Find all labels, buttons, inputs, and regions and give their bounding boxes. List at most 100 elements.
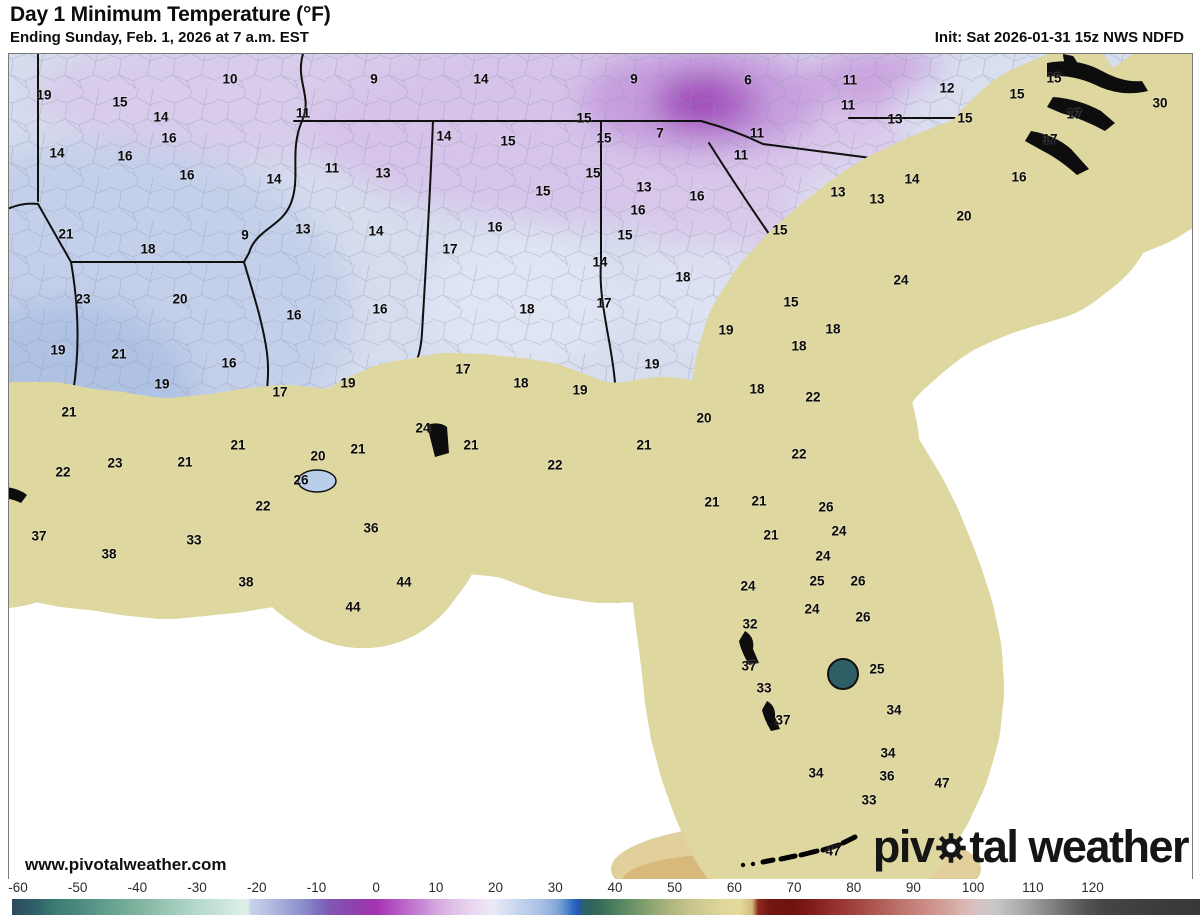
- temp-label: 30: [1152, 95, 1168, 111]
- temp-label: 19: [644, 356, 660, 372]
- temp-label: 19: [340, 375, 356, 391]
- temp-label: 18: [749, 381, 765, 397]
- temp-label: 24: [804, 601, 820, 617]
- temp-label: 13: [295, 221, 311, 237]
- page-title: Day 1 Minimum Temperature (°F): [10, 3, 331, 26]
- temp-label: 10: [222, 71, 238, 87]
- temp-label: 26: [855, 609, 871, 625]
- temp-label: 21: [350, 441, 366, 457]
- temp-label: 22: [255, 498, 271, 514]
- temp-label: 18: [791, 338, 807, 354]
- temp-label: 34: [886, 702, 902, 718]
- temp-label: 17: [455, 361, 471, 377]
- temp-label: 47: [934, 775, 950, 791]
- temp-label: 21: [230, 437, 246, 453]
- temp-label: 11: [733, 147, 749, 163]
- temp-label: 17: [596, 295, 612, 311]
- colorbar-tick: 100: [961, 880, 985, 895]
- colorbar-tick: -30: [187, 880, 207, 895]
- map-artwork: [9, 54, 1192, 879]
- temp-label: 16: [286, 307, 302, 323]
- temp-label: 36: [363, 520, 379, 536]
- temp-label: 38: [101, 546, 117, 562]
- logo-text-post: tal weather: [969, 821, 1189, 872]
- temp-label: 19: [154, 376, 170, 392]
- temp-label: 14: [473, 71, 489, 87]
- temp-label: 21: [177, 454, 193, 470]
- temp-label: 14: [49, 145, 65, 161]
- temp-label: 21: [61, 404, 77, 420]
- temp-label: 16: [487, 219, 503, 235]
- temp-label: 19: [36, 87, 52, 103]
- temp-label: 11: [842, 72, 858, 88]
- colorbar-tick: -50: [67, 880, 88, 895]
- temp-label: 7: [656, 125, 664, 141]
- temp-label: 33: [756, 680, 772, 696]
- temp-label: 14: [153, 109, 169, 125]
- temp-label: 14: [266, 171, 282, 187]
- temp-label: 15: [783, 294, 799, 310]
- temp-label: 20: [696, 410, 712, 426]
- temp-label: 20: [956, 208, 972, 224]
- temp-label: 14: [436, 128, 452, 144]
- temp-label: 37: [31, 528, 47, 544]
- colorbar-tick: 40: [607, 880, 623, 895]
- temp-label: 38: [238, 574, 254, 590]
- temp-label: 21: [463, 437, 479, 453]
- temp-label: 47: [825, 843, 841, 859]
- colorbar-tick: 120: [1081, 880, 1104, 895]
- temp-label: 36: [879, 768, 895, 784]
- temp-label: 34: [808, 765, 824, 781]
- temp-label: 11: [295, 105, 311, 121]
- colorbar-tick: 110: [1022, 880, 1044, 895]
- temp-label: 23: [107, 455, 123, 471]
- colorbar-tick: 70: [786, 880, 802, 895]
- temp-label: 44: [345, 599, 361, 615]
- temp-label: 33: [861, 792, 877, 808]
- temp-label: 37: [775, 712, 791, 728]
- temp-label: 17: [442, 241, 458, 257]
- temp-label: 11: [324, 160, 340, 176]
- colorbar-tick: 50: [667, 880, 683, 895]
- temp-label: 11: [749, 125, 765, 141]
- temp-label: 6: [744, 72, 752, 88]
- temp-label: 20: [172, 291, 188, 307]
- temp-label: 22: [791, 446, 807, 462]
- temp-label: 13: [375, 165, 391, 181]
- temp-label: 23: [75, 291, 91, 307]
- temp-label: 21: [763, 527, 779, 543]
- colorbar-tick: -40: [127, 880, 148, 895]
- temp-label: 14: [368, 223, 384, 239]
- temp-label: 19: [572, 382, 588, 398]
- temp-label: 33: [186, 532, 202, 548]
- temp-label: 21: [111, 346, 127, 362]
- colorbar-tick: 10: [428, 880, 444, 895]
- valid-time-subtitle: Ending Sunday, Feb. 1, 2026 at 7 a.m. ES…: [10, 29, 309, 46]
- temp-label: 15: [1046, 70, 1062, 86]
- temp-label: 37: [741, 658, 757, 674]
- temp-label: 26: [818, 499, 834, 515]
- temp-label: 14: [904, 171, 920, 187]
- temp-label: 18: [140, 241, 156, 257]
- temperature-colorbar: -60 -50 -40 -30 -20 -10 0 10 20 30 40 50 60 70 80 90 100…: [0, 879, 1200, 919]
- temp-label: 15: [576, 110, 592, 126]
- gear-icon: [934, 824, 968, 876]
- temp-label: 24: [893, 272, 909, 288]
- colorbar-tick: 30: [547, 880, 563, 895]
- temp-label: 15: [957, 110, 973, 126]
- temp-label: 22: [805, 389, 821, 405]
- temp-label: 32: [742, 616, 758, 632]
- temp-label: 17: [1042, 131, 1058, 147]
- temp-label: 11: [840, 97, 856, 113]
- temp-label: 16: [630, 202, 646, 218]
- temp-label: 17: [272, 384, 288, 400]
- temp-label: 15: [596, 130, 612, 146]
- temp-label: 21: [58, 226, 74, 242]
- temp-label: 24: [831, 523, 847, 539]
- temp-label: 15: [500, 133, 516, 149]
- temp-label: 13: [869, 191, 885, 207]
- temp-label: 9: [630, 71, 638, 87]
- temp-label: 12: [939, 80, 955, 96]
- temp-label: 18: [519, 301, 535, 317]
- temp-label: 25: [869, 661, 885, 677]
